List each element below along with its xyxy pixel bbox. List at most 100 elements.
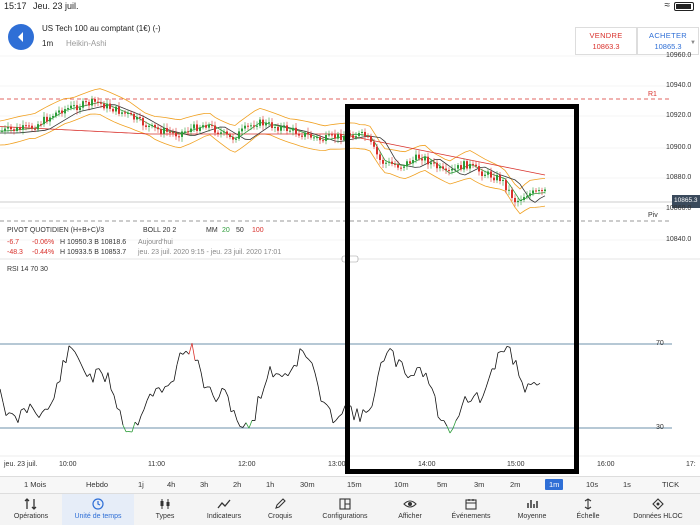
rsi-segment xyxy=(326,404,331,410)
toolbar-operations[interactable]: Opérations xyxy=(0,494,62,525)
tf-2h[interactable]: 2h xyxy=(233,480,242,489)
rsi-segment xyxy=(302,351,307,358)
rsi-segment xyxy=(452,420,457,429)
rsi-segment xyxy=(311,362,316,374)
rsi-segment xyxy=(485,378,490,388)
indicator-icon xyxy=(217,499,231,509)
rsi-segment xyxy=(167,381,172,387)
tf-10m[interactable]: 10m xyxy=(394,480,409,489)
panel-resize-handle[interactable] xyxy=(341,255,359,263)
rsi-segment xyxy=(35,413,40,418)
ma50-legend: 50 xyxy=(236,227,244,234)
toolbar-indicators[interactable]: Indicateurs xyxy=(196,494,252,525)
tf-2m[interactable]: 2m xyxy=(510,480,521,489)
rsi-segment xyxy=(218,388,223,398)
wifi-icon: ≈ xyxy=(664,0,671,11)
current-price-tag xyxy=(672,195,700,208)
tf-1h[interactable]: 1h xyxy=(266,480,275,489)
calendar-icon xyxy=(465,499,477,510)
toolbar-average[interactable]: Moyenne xyxy=(504,494,560,525)
buy-button[interactable]: ACHETER 10865.3 ▼ xyxy=(637,27,699,55)
toolbar-configurations[interactable]: Configurations xyxy=(308,494,382,525)
arrow-left-icon xyxy=(18,32,23,42)
rsi-legend[interactable]: RSI 14 70 30 xyxy=(7,266,48,273)
tf-5m[interactable]: 5m xyxy=(437,480,448,489)
rsi-segment xyxy=(131,422,136,433)
rsi-segment xyxy=(332,419,337,424)
sell-button[interactable]: VENDRE 10863.3 xyxy=(575,27,637,55)
back-button[interactable] xyxy=(8,24,34,50)
ma-legend[interactable]: MM xyxy=(206,227,218,234)
toolbar-hloc-data[interactable]: Données HLOC xyxy=(616,494,700,525)
toolbar-display[interactable]: Afficher xyxy=(382,494,438,525)
bollinger-bands xyxy=(0,88,546,215)
tf-3h[interactable]: 3h xyxy=(200,480,209,489)
rsi-segment xyxy=(383,352,388,362)
rsi-segment xyxy=(374,375,379,393)
rsi-segment xyxy=(212,395,217,402)
rsi-segment xyxy=(272,373,277,378)
clock-icon xyxy=(92,498,104,510)
rsi-segment xyxy=(404,373,409,379)
rsi-segment xyxy=(533,381,538,386)
rsi-segment xyxy=(242,422,247,428)
bollinger-legend[interactable]: BOLL 20 2 xyxy=(143,227,177,234)
rsi-segment xyxy=(80,363,85,371)
rsi-segment xyxy=(446,426,451,434)
tf-3m[interactable]: 3m xyxy=(474,480,485,489)
rsi-segment xyxy=(290,365,295,371)
tf-1-month[interactable]: 1 Mois xyxy=(24,480,47,489)
ma50-line xyxy=(0,104,546,203)
instrument-title[interactable]: US Tech 100 au comptant (1€) (-) xyxy=(42,24,161,33)
rsi-segment xyxy=(338,413,343,417)
rsi-segment xyxy=(38,412,43,418)
day-high-low: H 10950.3 B 10818.6 xyxy=(60,239,127,246)
rsi-segment xyxy=(293,364,298,367)
rsi-segment xyxy=(344,404,349,407)
tf-15m[interactable]: 15m xyxy=(347,480,362,489)
eye-icon xyxy=(403,500,417,508)
price-chart[interactable] xyxy=(0,44,700,476)
rsi-segment xyxy=(65,345,70,363)
rsi-segment xyxy=(524,383,529,393)
toolbar-timeframe[interactable]: Unité de temps xyxy=(62,494,134,525)
bollinger-upper xyxy=(0,88,546,190)
rsi-segment xyxy=(515,360,520,377)
rsi-segment xyxy=(260,388,265,399)
rsi-segment xyxy=(230,409,235,413)
rsi-segment xyxy=(428,383,433,389)
rsi-segment xyxy=(107,372,112,390)
rsi-segment xyxy=(29,403,34,409)
tf-tick[interactable]: TICK xyxy=(662,480,680,489)
rsi-segment xyxy=(113,395,118,409)
rsi-segment xyxy=(389,348,394,352)
tf-1m[interactable]: 1m xyxy=(545,479,564,490)
toolbar-events[interactable]: Événements xyxy=(438,494,504,525)
rsi-segment xyxy=(458,405,463,416)
candlestick-icon xyxy=(160,499,170,509)
tf-weekly[interactable]: Hebdo xyxy=(86,480,109,489)
layout-icon xyxy=(339,498,351,510)
toolbar-drawings[interactable]: Croquis xyxy=(252,494,308,525)
rsi-segment xyxy=(512,360,517,365)
tf-30m[interactable]: 30m xyxy=(300,480,315,489)
rsi-segment xyxy=(341,405,346,415)
rsi-segment xyxy=(32,408,37,414)
rsi-segment xyxy=(443,420,448,427)
rsi-segment xyxy=(56,381,61,384)
tf-10s[interactable]: 10s xyxy=(586,480,599,489)
rsi-segment xyxy=(419,367,424,378)
rsi-segment xyxy=(422,372,427,378)
tf-1s[interactable]: 1s xyxy=(623,480,631,489)
tf-1d[interactable]: 1j xyxy=(138,480,144,489)
current-price-label: 10865.3 xyxy=(674,197,698,204)
toolbar-scale[interactable]: Échelle xyxy=(560,494,616,525)
toolbar-types[interactable]: Types xyxy=(134,494,196,525)
tf-4h[interactable]: 4h xyxy=(167,480,176,489)
rsi-segment xyxy=(359,409,364,422)
rsi-segment xyxy=(23,408,28,414)
pivot-legend[interactable]: PIVOT QUOTIDIEN (H+B+C)/3 xyxy=(7,227,105,234)
rsi-segment xyxy=(152,388,157,397)
rsi-segment xyxy=(257,396,262,399)
rsi-segment xyxy=(488,368,493,379)
